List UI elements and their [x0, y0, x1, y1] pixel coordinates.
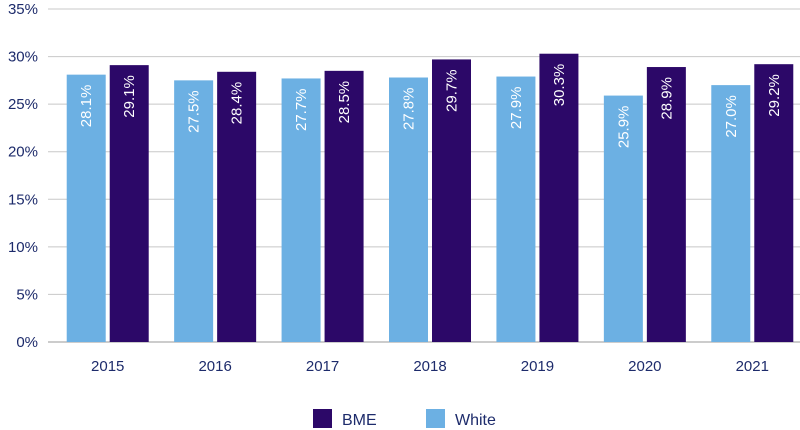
bar-white-2015 — [66, 74, 106, 343]
y-tick-label: 0% — [16, 334, 38, 351]
data-label: 28.5% — [336, 81, 353, 124]
legend-label: White — [455, 412, 496, 429]
bar-bme-2019 — [539, 53, 579, 343]
y-tick-label: 10% — [8, 239, 38, 256]
bar-bme-2018 — [432, 59, 471, 342]
bar-white-2021 — [711, 85, 751, 342]
data-label: 30.3% — [551, 64, 568, 107]
x-tick-label: 2019 — [521, 358, 554, 375]
data-label: 29.2% — [766, 74, 783, 117]
bars: 28.1% 29.1% 27.5% 28.4% 27.7% 28.5% 27.8% 29.7%… — [66, 53, 794, 343]
data-label: 25.9% — [615, 106, 632, 149]
data-label: 27.5% — [186, 90, 203, 133]
legend-swatch — [313, 409, 332, 428]
legend-swatch — [426, 409, 445, 428]
bar-bme-2016 — [217, 71, 257, 343]
y-tick-label: 15% — [8, 191, 38, 208]
y-tick-label: 25% — [8, 96, 38, 113]
x-axis-labels: 2015 2016 2017 2018 2019 2020 2021 — [91, 358, 769, 375]
x-tick-label: 2017 — [306, 358, 339, 375]
x-tick-label: 2015 — [91, 358, 124, 375]
bar-white-2017 — [281, 78, 321, 342]
bar-white-2016 — [174, 80, 214, 342]
bar-bme-2020 — [646, 67, 686, 342]
data-label: 27.7% — [293, 88, 310, 131]
y-axis-ticks: 0% 5% 10% 15% 20% 25% 30% 35% — [8, 1, 38, 351]
y-tick-label: 30% — [8, 49, 38, 66]
data-label: 27.9% — [508, 87, 525, 130]
legend-label: BME — [342, 412, 377, 429]
data-label: 27.0% — [723, 95, 740, 138]
x-tick-label: 2016 — [198, 358, 231, 375]
bar-white-2018 — [389, 77, 428, 342]
y-tick-label: 20% — [8, 144, 38, 161]
data-label: 29.1% — [121, 75, 138, 118]
y-tick-label: 5% — [16, 286, 38, 303]
data-label: 28.1% — [78, 85, 95, 128]
bar-bme-2015 — [109, 65, 149, 343]
x-tick-label: 2020 — [628, 358, 661, 375]
data-label: 27.8% — [401, 88, 418, 131]
x-tick-label: 2021 — [736, 358, 769, 375]
y-tick-label: 35% — [8, 1, 38, 18]
bar-bme-2017 — [324, 70, 364, 342]
data-label: 29.7% — [444, 69, 461, 112]
bar-bme-2021 — [754, 64, 794, 342]
x-tick-label: 2018 — [413, 358, 446, 375]
bar-white-2020 — [603, 95, 643, 342]
legend: BME White — [313, 409, 496, 429]
bar-white-2019 — [496, 76, 536, 343]
data-label: 28.4% — [229, 82, 246, 125]
data-label: 28.9% — [658, 77, 675, 120]
